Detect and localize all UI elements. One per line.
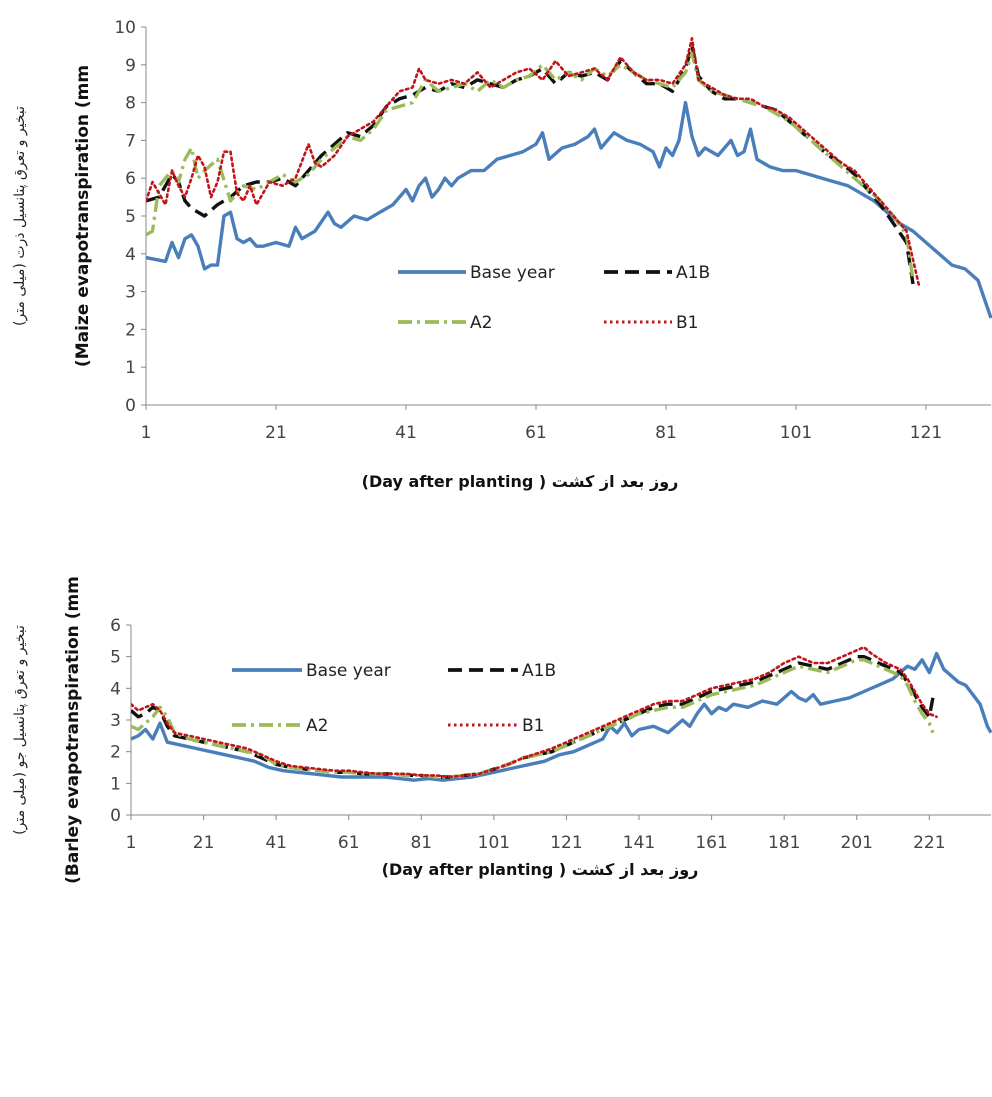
x-tick-label: 61 (525, 423, 547, 443)
y-tick-label: 5 (110, 648, 121, 668)
x-tick-label: 81 (655, 423, 677, 443)
legend-label: Base year (470, 263, 555, 283)
x-tick-label: 21 (265, 423, 287, 443)
legend-label: A1B (676, 263, 710, 283)
legend-label: B1 (676, 313, 698, 333)
y-tick-label: 4 (110, 679, 121, 699)
series-line-base-year (146, 100, 992, 319)
y-tick-label: 8 (125, 94, 136, 114)
legend-label: A2 (470, 313, 492, 333)
x-axis-title: (Day after planting ) روز بعد از کشت (362, 472, 679, 491)
series-line-a1b (146, 44, 915, 285)
legend-label: B1 (522, 716, 544, 736)
y-tick-label: 1 (110, 774, 121, 794)
series-line-b1 (146, 36, 921, 290)
y-tick-label: 7 (125, 131, 136, 151)
y-tick-label: 1 (125, 358, 136, 378)
y-tick-label: 2 (110, 743, 121, 763)
legend-label: A2 (306, 716, 328, 736)
x-tick-label: 1 (126, 833, 137, 853)
x-tick-label: 21 (193, 833, 215, 853)
x-tick-label: 41 (265, 833, 287, 853)
x-tick-label: 1 (141, 423, 152, 443)
y-tick-label: 6 (110, 616, 121, 636)
series-line-base-year (131, 651, 992, 782)
y-tick-label: 0 (110, 806, 121, 826)
legend-label: Base year (306, 661, 391, 681)
x-tick-label: 41 (395, 423, 417, 443)
y-tick-label: 3 (110, 711, 121, 731)
legend-label: A1B (522, 661, 556, 681)
x-tick-label: 101 (780, 423, 812, 443)
series-line-a2 (146, 51, 915, 281)
y-tick-label: 10 (114, 18, 136, 38)
x-tick-label: 141 (623, 833, 655, 853)
x-tick-label: 201 (841, 833, 873, 853)
x-tick-label: 161 (695, 833, 727, 853)
x-tick-label: 81 (410, 833, 432, 853)
x-axis-title: (Day after planting ) روز بعد از کشت (382, 860, 699, 879)
series-line-a2 (131, 658, 935, 779)
y-tick-label: 3 (125, 283, 136, 303)
y-tick-label: 6 (125, 169, 136, 189)
y-tick-label: 4 (125, 245, 136, 265)
series-line-b1 (131, 645, 938, 779)
y-axis-title-persian: تبخیر و تعرق پتانسیل جو (میلی متر) (12, 625, 28, 835)
y-tick-label: 0 (125, 396, 136, 416)
y-axis-title-persian: تبخیر و تعرق پتانسیل ذرت (میلی متر) (12, 106, 28, 326)
series-line-a1b (131, 654, 935, 779)
x-tick-label: 121 (550, 833, 582, 853)
y-tick-label: 2 (125, 320, 136, 340)
y-tick-label: 9 (125, 56, 136, 76)
x-tick-label: 61 (338, 833, 360, 853)
x-tick-label: 101 (478, 833, 510, 853)
y-tick-label: 5 (125, 207, 136, 227)
y-axis-title-english: (Barley evapotranspiration (mm (63, 576, 83, 884)
x-tick-label: 181 (768, 833, 800, 853)
y-axis-title-english: (Maize evapotranspiration (mm (73, 65, 93, 367)
x-tick-label: 121 (910, 423, 942, 443)
x-tick-label: 221 (913, 833, 945, 853)
